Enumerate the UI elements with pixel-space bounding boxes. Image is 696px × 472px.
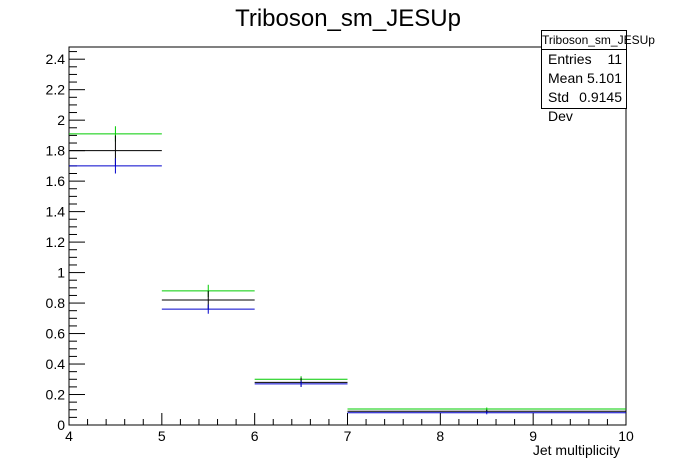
- stats-stddev-label: Std Dev: [548, 89, 573, 124]
- chart-title: Triboson_sm_JESUp: [235, 5, 461, 32]
- axes: 4 5 6 7 8 9 10 0 0.2 0.4 0.6 0.8 1 1.2 1.4 1.6 1.8 2 2.2 2.…: [46, 51, 634, 444]
- y-tick-label: 1.6: [46, 173, 66, 189]
- y-tick-label: 2.2: [46, 82, 66, 98]
- stats-stddev-value: 0.9145: [579, 89, 622, 105]
- y-tick-label: 0.4: [46, 356, 66, 372]
- x-tick-label: 5: [158, 428, 166, 444]
- y-tick-label: 0.8: [46, 295, 66, 311]
- stats-row-entries: Entries 11: [542, 50, 626, 69]
- stats-mean-value: 5.101: [586, 70, 622, 86]
- stats-mean-label: Mean: [548, 70, 584, 86]
- stats-row-stddev: Std Dev 0.9145: [542, 88, 626, 124]
- x-tick-label: 7: [344, 428, 352, 444]
- y-tick-label: 0: [57, 417, 65, 433]
- y-tick-label: 0.2: [46, 387, 66, 403]
- stats-title: Triboson_sm_JESUp: [542, 31, 655, 50]
- x-tick-label: 10: [618, 428, 634, 444]
- x-axis-label: Jet multiplicity: [533, 442, 620, 458]
- x-tick-label: 8: [436, 428, 444, 444]
- y-tick-label: 1.4: [46, 204, 66, 220]
- x-tick-label: 4: [65, 428, 73, 444]
- data-marks: [69, 126, 626, 415]
- y-tick-label: 2: [57, 112, 65, 128]
- y-tick-label: 1: [57, 265, 65, 281]
- y-tick-label: 0.6: [46, 326, 66, 342]
- y-tick-label: 2.4: [46, 51, 66, 67]
- y-tick-label: 1.8: [46, 143, 66, 159]
- y-tick-label: 1.2: [46, 234, 66, 250]
- stats-entries-label: Entries: [548, 51, 592, 67]
- x-tick-label: 9: [529, 428, 537, 444]
- x-tick-label: 6: [251, 428, 259, 444]
- stats-entries-value: 11: [607, 51, 622, 67]
- stats-box: Triboson_sm_JESUp Entries 11 Mean 5.101 …: [541, 30, 655, 124]
- stats-row-mean: Mean 5.101: [542, 69, 626, 88]
